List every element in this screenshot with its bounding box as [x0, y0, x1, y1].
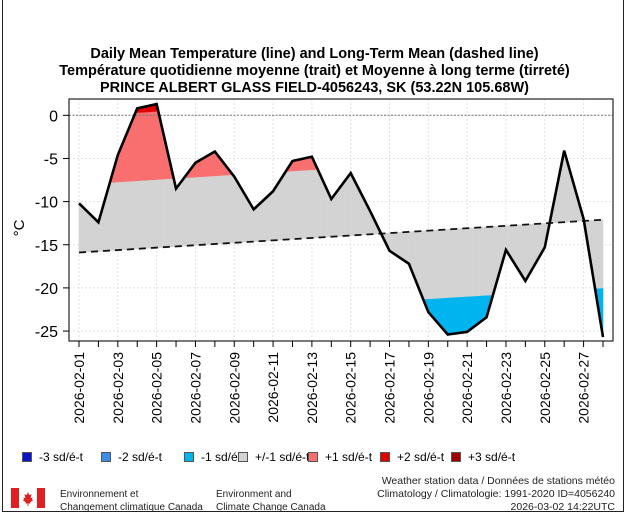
agency-fr-line1: Environnement et — [60, 489, 139, 500]
legend-item: -3 sd/é-t — [22, 450, 83, 464]
plot-frame — [68, 98, 614, 342]
legend-swatch — [101, 452, 111, 462]
y-tick-label: -15 — [35, 238, 58, 255]
x-tick-label: 2026-02-05 — [149, 352, 165, 424]
legend-label: +/-1 sd/é-t — [255, 450, 310, 464]
y-tick-label: -25 — [35, 324, 58, 341]
legend-swatch — [380, 452, 390, 462]
legend-item: +/-1 sd/é-t — [238, 450, 309, 464]
legend-label: -3 sd/é-t — [39, 450, 84, 464]
x-tick-label: 2026-02-15 — [343, 352, 359, 424]
legend-swatch — [22, 452, 32, 462]
long-term-mean-line — [78, 218, 604, 254]
legend-swatch — [308, 452, 318, 462]
anomaly-band-segment — [600, 219, 604, 289]
x-tick-label: 2026-02-27 — [576, 352, 592, 424]
legend-item: +1 sd/é-t — [308, 450, 372, 464]
daily-mean-line — [78, 102, 605, 338]
x-tick-label: 2026-02-21 — [459, 352, 475, 424]
chart-title-fr: Température quotidienne moyenne (trait) … — [59, 63, 570, 79]
y-tick-label: 0 — [49, 108, 58, 125]
y-axis-label: °C — [11, 219, 28, 236]
x-tick-label: 2026-02-23 — [498, 352, 514, 424]
legend-item: -2 sd/é-t — [101, 450, 162, 464]
legend-item: -1 sd/é-t — [184, 450, 245, 464]
x-tick-label: 2026-02-19 — [420, 352, 436, 424]
legend-item: +2 sd/é-t — [380, 450, 444, 464]
legend-label: +2 sd/é-t — [397, 450, 445, 464]
legend-label: -1 sd/é-t — [201, 450, 246, 464]
climatology-line: Climatology / Climatologie: 1991-2020 ID… — [377, 488, 615, 500]
source-line: Weather station data / Données de statio… — [381, 475, 615, 487]
y-tick-label: -10 — [35, 195, 58, 212]
anomaly-fill — [78, 103, 604, 338]
agency-name-fr: Environnement et Changement climatique C… — [60, 489, 203, 514]
agency-en-line1: Environment and — [216, 489, 292, 500]
y-tick-label: -20 — [35, 281, 58, 298]
x-tick-label: 2026-02-07 — [187, 352, 203, 424]
y-tick-label: -5 — [44, 151, 58, 168]
legend-item: +3 sd/é-t — [451, 450, 515, 464]
x-tick-label: 2026-02-11 — [265, 352, 281, 423]
agency-name-en: Environment and Climate Change Canada — [216, 489, 326, 514]
x-tick-label: 2026-02-13 — [304, 352, 320, 424]
legend-swatch — [238, 452, 248, 462]
agency-fr-line2: Changement climatique Canada — [60, 501, 203, 513]
x-tick-label: 2026-02-09 — [226, 352, 242, 424]
legend-label: -2 sd/é-t — [118, 450, 163, 464]
legend-label: +1 sd/é-t — [325, 450, 373, 464]
x-tick-label: 2026-02-17 — [382, 352, 398, 424]
x-tick-label: 2026-02-03 — [110, 352, 126, 424]
legend-label: +3 sd/é-t — [468, 450, 516, 464]
timestamp-line: 2026-03-02 14:22UTC — [510, 501, 615, 513]
legend-swatch — [451, 452, 461, 462]
x-tick-label: 2026-02-01 — [71, 352, 87, 424]
chart-title-en: Daily Mean Temperature (line) and Long-T… — [90, 46, 539, 62]
agency-en-line2: Climate Change Canada — [216, 501, 326, 513]
x-tick-label: 2026-02-25 — [537, 352, 553, 424]
source-info: Weather station data / Données de statio… — [377, 475, 615, 514]
chart-title-station: PRINCE ALBERT GLASS FIELD-4056243, SK (5… — [100, 80, 529, 96]
canada-flag-icon — [11, 488, 45, 508]
legend-swatch — [184, 452, 194, 462]
temperature-chart: 0 -5 -10 -15 -20 -25 °C 2026-02-01 2026-02-03 202… — [11, 98, 614, 424]
